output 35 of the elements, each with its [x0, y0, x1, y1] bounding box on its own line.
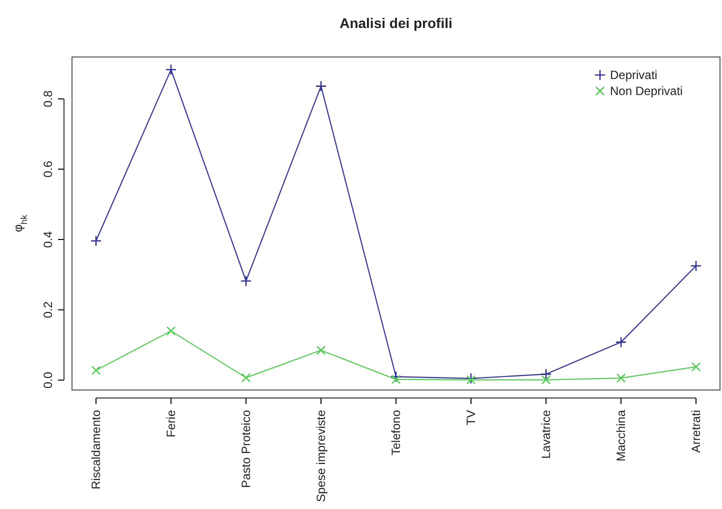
- point: [165, 64, 177, 76]
- point: [90, 235, 102, 247]
- point: [690, 260, 702, 272]
- x-tick-label: Lavatrice: [539, 410, 554, 459]
- point: [241, 373, 251, 382]
- point: [541, 375, 551, 384]
- x-tick-label: TV: [464, 410, 478, 426]
- y-tick-label: 0.2: [41, 301, 55, 318]
- x-tick-label: Telefono: [389, 410, 404, 456]
- point: [540, 368, 552, 380]
- point: [240, 275, 252, 287]
- x-tick-label: Riscaldamento: [89, 410, 104, 490]
- point: [316, 346, 326, 355]
- y-tick-label: 0.6: [41, 160, 55, 178]
- point: [466, 375, 476, 384]
- point: [615, 336, 627, 348]
- chart-title: Analisi dei profili: [340, 15, 452, 31]
- x-tick-label: Pasto Proteico: [239, 410, 254, 488]
- point: [91, 366, 101, 375]
- point: [315, 80, 327, 92]
- legend-label: Non Deprivati: [610, 84, 683, 98]
- x-tick-label: Ferie: [164, 410, 178, 438]
- legend-label: Deprivati: [610, 68, 658, 82]
- x-tick-label: Macchina: [614, 410, 628, 462]
- point: [391, 374, 401, 384]
- point: [390, 370, 402, 382]
- point: [691, 362, 701, 372]
- point: [465, 372, 477, 384]
- point: [616, 373, 626, 383]
- y-tick-label: 0.0: [41, 371, 55, 388]
- y-tick-label: 0.4: [41, 230, 55, 248]
- x-tick-label: Spese impreviste: [314, 410, 328, 502]
- y-tick-label: 0.8: [41, 90, 55, 108]
- point: [166, 326, 176, 336]
- x-tick-label: Arretrati: [689, 410, 704, 453]
